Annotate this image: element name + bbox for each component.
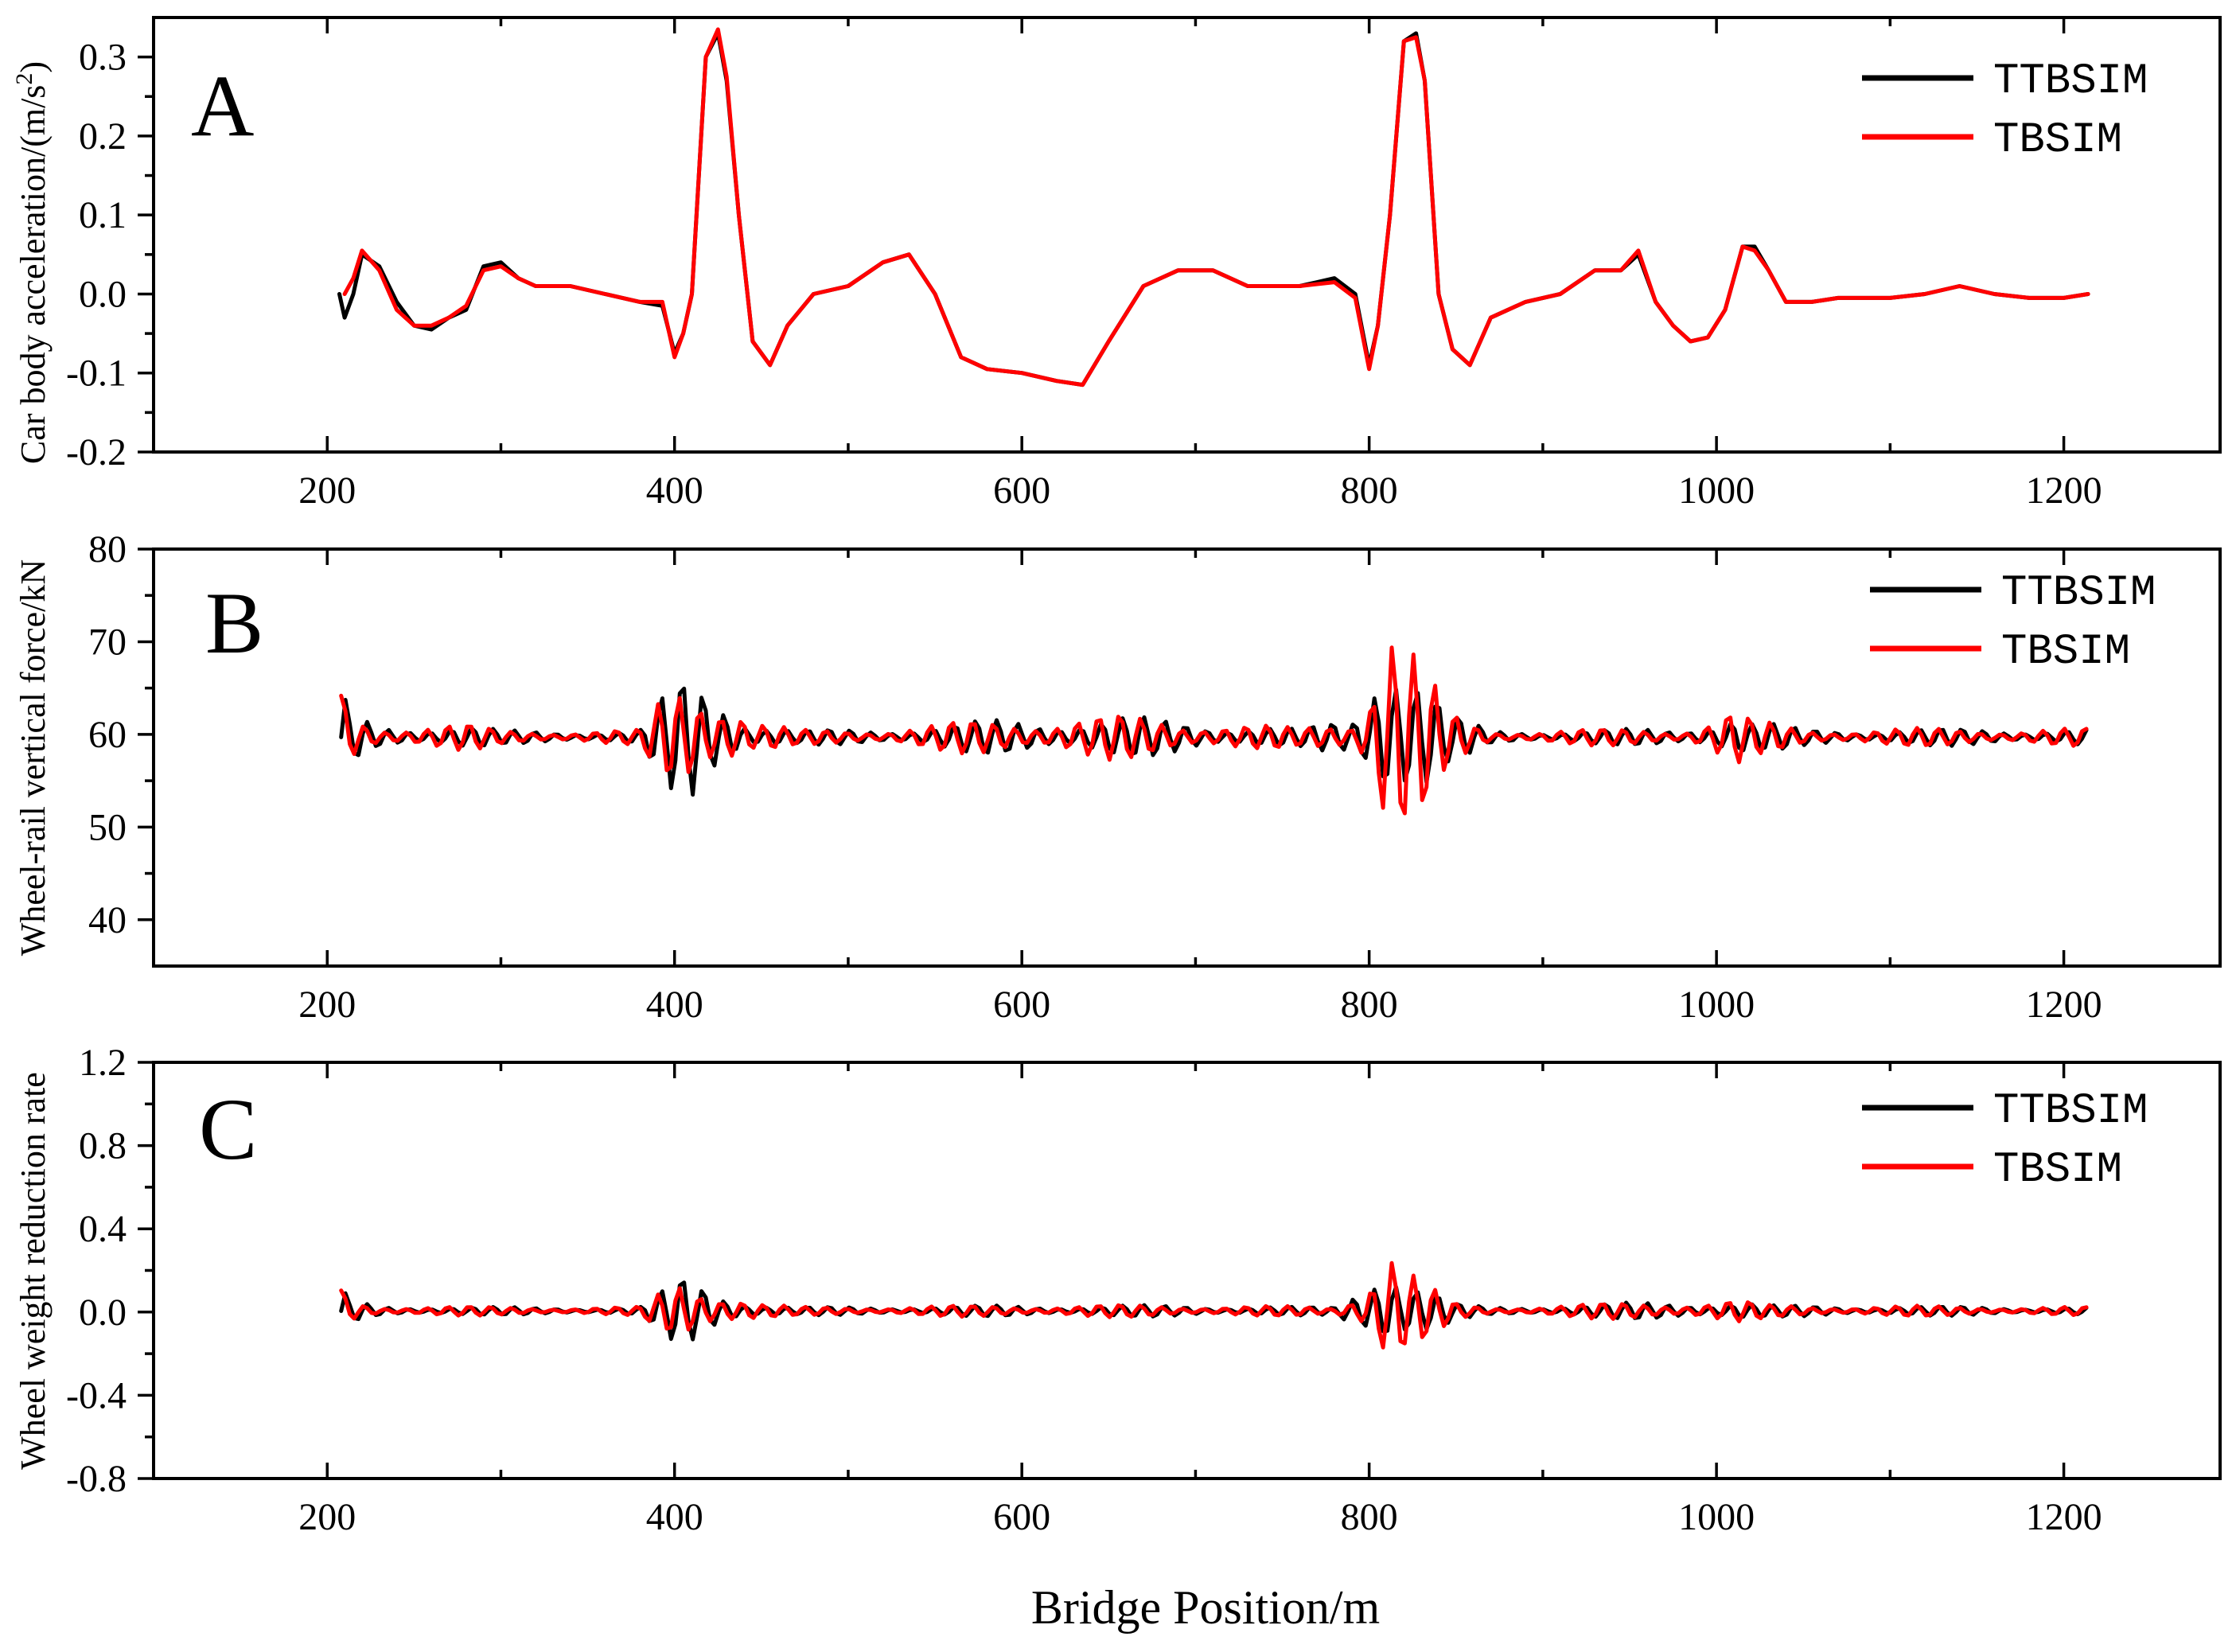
- y-tick-label: 0.2: [79, 115, 127, 158]
- legend-label-tbsim: TBSIM: [2001, 628, 2130, 676]
- y-axis-label-superscript: 2: [11, 73, 37, 85]
- y-tick-label: -0.2: [66, 431, 127, 473]
- panel-letter: B: [205, 575, 263, 672]
- legend-label-tbsim: TBSIM: [1993, 116, 2122, 165]
- y-tick-label: 70: [88, 621, 127, 663]
- x-tick-label: 200: [298, 469, 356, 512]
- x-tick-label: 1200: [2026, 1496, 2102, 1538]
- panel-letter: A: [191, 57, 254, 154]
- panel-letter: C: [199, 1081, 257, 1178]
- y-tick-label: 0.4: [79, 1208, 127, 1250]
- x-tick-label: 600: [993, 1496, 1050, 1538]
- y-tick-label: 80: [88, 528, 127, 571]
- y-tick-label: 0.3: [79, 37, 127, 79]
- x-tick-label: 600: [993, 984, 1050, 1026]
- x-tick-label: 1000: [1678, 1496, 1755, 1538]
- x-tick-label: 1000: [1678, 469, 1755, 512]
- x-tick-label: 1000: [1678, 984, 1755, 1026]
- x-tick-label: 800: [1341, 469, 1398, 512]
- y-tick-label: 60: [88, 714, 127, 756]
- x-tick-label: 1200: [2026, 984, 2102, 1026]
- x-tick-label: 200: [298, 1496, 356, 1538]
- y-axis-label-end: ): [14, 61, 53, 73]
- y-axis-label: Car body acceleration/(m/s2): [11, 61, 53, 464]
- legend-label-ttbsim: TTBSIM: [2001, 569, 2156, 618]
- y-tick-label: -0.4: [66, 1374, 127, 1416]
- legend-label-tbsim: TBSIM: [1993, 1146, 2122, 1194]
- legend-label-ttbsim: TTBSIM: [1993, 57, 2148, 106]
- y-tick-label: -0.1: [66, 353, 127, 395]
- series-ttbsim: [339, 686, 2089, 797]
- x-tick-label: 600: [993, 469, 1050, 512]
- legend-label-ttbsim: TTBSIM: [1993, 1087, 2148, 1136]
- x-tick-label: 400: [646, 984, 703, 1026]
- y-tick-label: 40: [88, 899, 127, 941]
- x-axis-title: Bridge Position/m: [1031, 1581, 1380, 1634]
- plot-frame: [152, 547, 2222, 968]
- x-tick-label: 400: [646, 1496, 703, 1538]
- y-tick-label: 1.2: [79, 1042, 127, 1084]
- series-tbsim: [339, 645, 2089, 816]
- x-tick-label: 200: [298, 984, 356, 1026]
- series-tbsim: [339, 1260, 2089, 1350]
- plot-frame: [152, 16, 2222, 454]
- panel-c: 200 400 600 800 1000 1200 -0.8 -0.4 0.0 0.4 0.8 1.2…: [14, 1042, 2222, 1538]
- series-ttbsim: [337, 31, 2090, 388]
- y-tick-label: 50: [88, 806, 127, 848]
- x-tick-label: 800: [1341, 1496, 1398, 1538]
- y-tick-label: 0.0: [79, 273, 127, 315]
- y-tick-label: 0.0: [79, 1292, 127, 1334]
- panel-b: 200 400 600 800 1000 1200 40 50 60 70 80 Wheel-rail…: [14, 528, 2222, 1026]
- y-axis-label: Wheel weight reduction rate: [14, 1072, 53, 1470]
- series-tbsim: [342, 27, 2090, 388]
- x-tick-label: 400: [646, 469, 703, 512]
- panel-a: 200 400 600 800 1000 1200 -0.2 -0.1 0.0 0.1 0.2 0.3…: [11, 16, 2222, 512]
- y-axis-label: Wheel-rail vertical force/kN: [14, 559, 53, 956]
- y-tick-label: -0.8: [66, 1458, 127, 1500]
- x-tick-label: 1200: [2026, 469, 2102, 512]
- x-tick-label: 800: [1341, 984, 1398, 1026]
- y-tick-label: 0.8: [79, 1125, 127, 1167]
- plot-frame: [152, 1061, 2222, 1480]
- y-tick-label: 0.1: [79, 194, 127, 236]
